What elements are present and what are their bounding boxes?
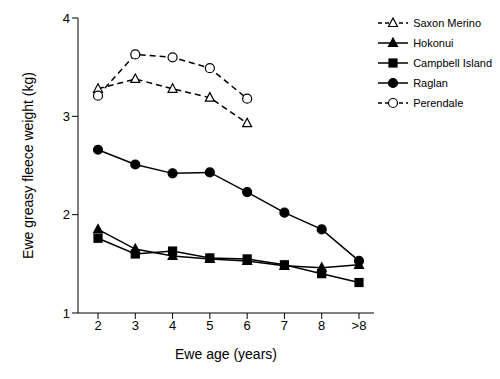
svg-text:1: 1 bbox=[63, 306, 70, 321]
html-text:Hokonui: Hokonui bbox=[413, 37, 454, 49]
svg-text:8: 8 bbox=[318, 318, 325, 333]
html-text:Raglan: Raglan bbox=[413, 77, 448, 89]
svg-text:4: 4 bbox=[63, 11, 70, 26]
svg-text:2: 2 bbox=[94, 318, 101, 333]
svg-text:3: 3 bbox=[63, 109, 70, 124]
svg-text:Ewe greasy fleece weight (kg): Ewe greasy fleece weight (kg) bbox=[20, 72, 36, 259]
svg-text:6: 6 bbox=[244, 318, 251, 333]
svg-text:3: 3 bbox=[132, 318, 139, 333]
html-text:Perendale: Perendale bbox=[413, 97, 464, 109]
svg-text:7: 7 bbox=[281, 318, 288, 333]
svg-text:2: 2 bbox=[63, 207, 70, 222]
svg-text:5: 5 bbox=[206, 318, 213, 333]
svg-text:4: 4 bbox=[169, 318, 176, 333]
svg-text:>8: >8 bbox=[352, 318, 367, 333]
html-text:Saxon Merino: Saxon Merino bbox=[413, 17, 481, 29]
html-text:Campbell Island: Campbell Island bbox=[413, 57, 492, 69]
svg-text:Ewe age (years): Ewe age (years) bbox=[175, 346, 277, 362]
